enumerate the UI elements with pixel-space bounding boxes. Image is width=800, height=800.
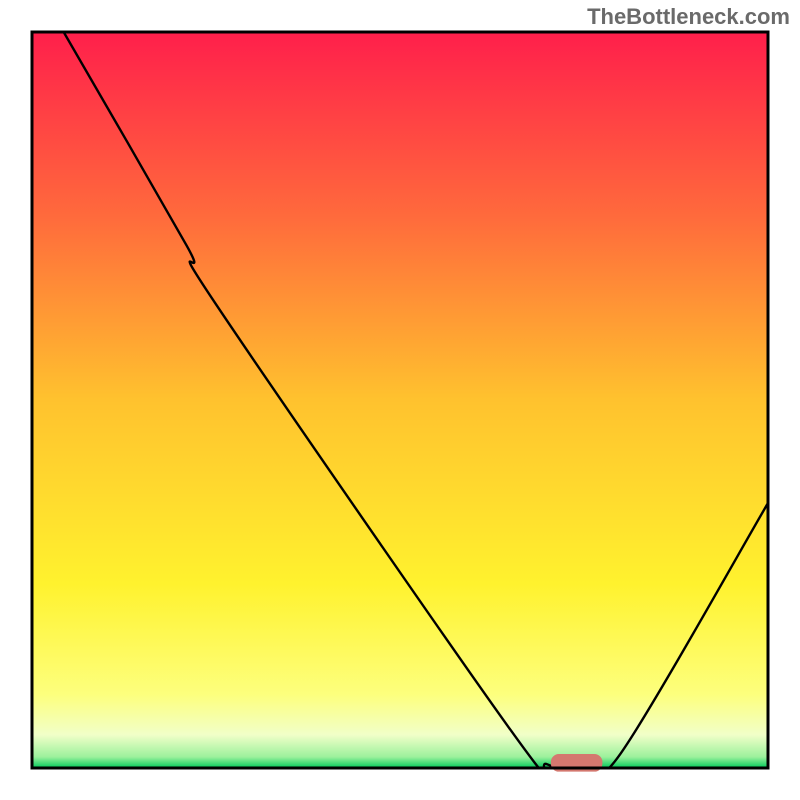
chart-container: TheBottleneck.com [0,0,800,800]
bottleneck-gradient-chart [0,0,800,800]
heatmap-gradient-fill [32,32,768,768]
watermark-source-label: TheBottleneck.com [587,4,790,30]
